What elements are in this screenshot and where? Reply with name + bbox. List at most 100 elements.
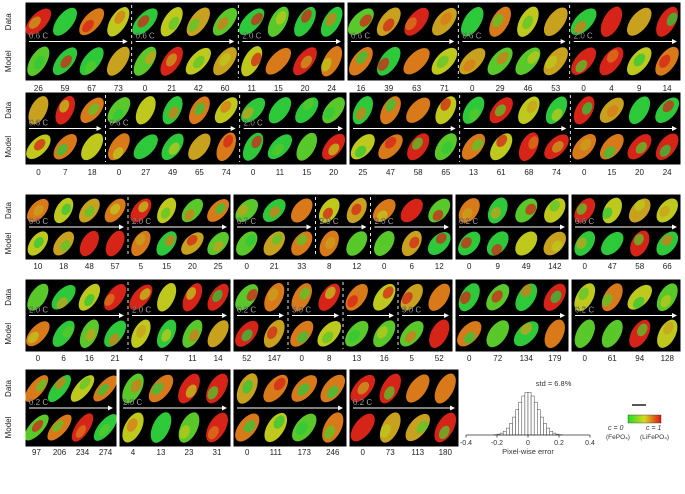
- particle-spot: [603, 146, 615, 159]
- time-label: 0: [470, 84, 475, 93]
- image-row: Data Model 2.0 C 2.0 C 0.2 C 3.0 C 3.0 C 0.2 C: [4, 278, 682, 353]
- particle-spot: [325, 237, 336, 249]
- time-arrow-head: [361, 224, 367, 230]
- particle-spot: [663, 321, 674, 335]
- particle-spot: [104, 293, 115, 306]
- particle-spot: [434, 289, 445, 302]
- particle-spot: [33, 139, 46, 151]
- particle-data: [318, 198, 340, 223]
- particle-spot: [242, 379, 253, 394]
- particle-data: [458, 283, 480, 312]
- particle-spot: [492, 13, 504, 28]
- c-rate-label: 0.6 C: [351, 32, 370, 41]
- time-label: 42: [194, 84, 203, 93]
- time-label: 73: [386, 448, 395, 457]
- particle-spot: [85, 143, 97, 156]
- time-label: 10: [33, 262, 42, 271]
- particle-model: [599, 47, 624, 76]
- particle-model: [515, 231, 538, 256]
- time-label: 20: [188, 262, 197, 271]
- time-label: 24: [663, 168, 672, 177]
- time-label: 11: [276, 168, 285, 177]
- time-label: 15: [274, 84, 283, 93]
- particle-spot: [31, 420, 44, 432]
- particle-model: [241, 46, 263, 77]
- particle-spot: [27, 331, 39, 344]
- time-arrow-head: [119, 313, 124, 318]
- particle-model: [373, 320, 396, 348]
- time-label: 14: [214, 354, 223, 363]
- time-label: 94: [635, 354, 644, 363]
- particle-model: [543, 47, 568, 76]
- particle-data: [78, 283, 101, 311]
- time-label: 49: [522, 262, 531, 271]
- time-label: 142: [548, 262, 562, 271]
- panel-frame: [24, 1, 346, 82]
- particle-spot: [376, 210, 388, 222]
- particle-data: [400, 283, 423, 311]
- particle-data: [207, 199, 230, 222]
- particle-spot: [272, 143, 284, 156]
- particle-model: [401, 230, 422, 257]
- particle-spot: [325, 286, 336, 300]
- time-arrow-head: [96, 126, 102, 131]
- particle-data: [656, 283, 678, 312]
- particle-spot: [552, 327, 563, 341]
- particle-model: [487, 47, 513, 75]
- particle-spot: [220, 100, 232, 113]
- particle-spot: [193, 145, 205, 158]
- particle-data: [600, 6, 623, 37]
- particle-data: [406, 374, 430, 403]
- particle-spot: [151, 382, 164, 395]
- colorbar-right-label: c = 1: [646, 425, 661, 432]
- particle-data: [627, 284, 652, 310]
- particle-spot: [441, 141, 453, 154]
- time-label: 12: [435, 262, 444, 271]
- particle-spot: [633, 233, 644, 246]
- particle-spot: [168, 16, 180, 30]
- particle-model: [599, 134, 624, 160]
- time-arrow-head: [672, 39, 677, 44]
- time-label: 147: [268, 354, 282, 363]
- particle-spot: [246, 289, 258, 302]
- time-label: 31: [213, 448, 222, 457]
- particle-data: [264, 283, 285, 312]
- row-label-model: Model: [4, 232, 13, 254]
- particle-spot: [322, 207, 334, 220]
- particle-spot: [377, 234, 389, 246]
- time-label: 71: [440, 84, 449, 93]
- time-label: 16: [85, 354, 94, 363]
- histogram-tick-label: 0: [526, 440, 530, 447]
- particle-spot: [189, 329, 200, 342]
- c-rate-label: 2.0 C: [244, 119, 263, 128]
- particle-spot: [606, 327, 617, 340]
- time-label: 29: [496, 84, 505, 93]
- time-arrow-head: [672, 126, 677, 131]
- panel-frame: [232, 278, 454, 353]
- particle-model: [292, 413, 317, 442]
- particle-model: [263, 231, 285, 256]
- particle-data: [486, 284, 510, 311]
- particle-data: [489, 6, 511, 37]
- particle-data: [212, 7, 238, 36]
- panel-frame: [232, 193, 454, 261]
- particle-spot: [112, 147, 124, 160]
- particle-model: [572, 133, 597, 160]
- particle-data: [238, 8, 265, 36]
- time-label: 179: [548, 354, 562, 363]
- particle-spot: [382, 18, 395, 32]
- particle-spot: [212, 323, 223, 336]
- particle-model: [188, 133, 211, 160]
- particle-spot: [551, 108, 563, 122]
- particle-model: [515, 47, 541, 76]
- time-label: 206: [53, 448, 67, 457]
- particle-model: [213, 47, 237, 76]
- particle-data: [294, 6, 316, 37]
- particle-data: [130, 198, 152, 223]
- colorbar-left-sublabel: (FePO₄): [606, 434, 630, 441]
- particle-spot: [491, 290, 503, 303]
- particle-data: [318, 283, 341, 311]
- particle-model: [407, 133, 430, 161]
- particle-data: [544, 198, 566, 223]
